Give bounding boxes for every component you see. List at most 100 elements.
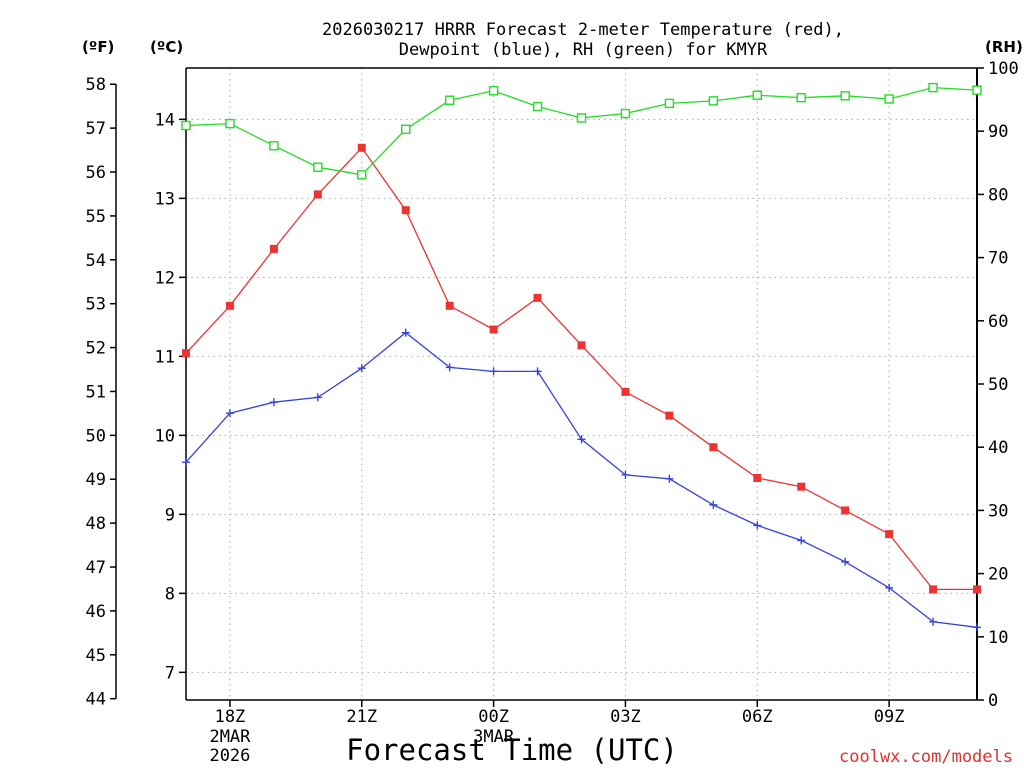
temperature-point (313, 190, 322, 199)
x-tick-label: 09Z (874, 707, 905, 727)
fahrenheit-tick-label: 46 (86, 602, 106, 622)
rh-tick-label: 0 (988, 691, 998, 711)
rh-point (972, 85, 982, 95)
temperature-point (401, 206, 410, 215)
rh-tick-label: 50 (988, 375, 1008, 395)
rh-point (357, 170, 367, 180)
rh-point (708, 96, 719, 106)
celsius-tick-label: 10 (155, 426, 175, 446)
rh-tick-label: 10 (988, 628, 1008, 648)
celsius-tick-label: 11 (155, 347, 175, 367)
rh-point (401, 124, 411, 135)
fahrenheit-axis-header: (ºF) (82, 38, 114, 56)
rh-point (181, 120, 191, 131)
fahrenheit-tick-label: 50 (86, 426, 106, 446)
x-tick-date-label: 2MAR (209, 727, 251, 747)
rh-tick-label: 80 (988, 185, 1008, 205)
temperature-point (225, 301, 234, 310)
celsius-tick-label: 12 (155, 268, 175, 288)
fahrenheit-tick-label: 54 (86, 251, 106, 271)
temperature-point (753, 474, 762, 483)
rh-point (269, 141, 279, 151)
rh-point (752, 90, 762, 100)
temperature-point (797, 482, 806, 491)
dewpoint-point (357, 364, 366, 373)
temperature-point (269, 244, 278, 253)
fahrenheit-tick-label: 49 (86, 470, 106, 490)
fahrenheit-tick-label: 57 (86, 119, 106, 139)
rh-tick-label: 60 (988, 312, 1008, 332)
rh-tick-label: 90 (988, 122, 1008, 142)
fahrenheit-tick-label: 47 (86, 558, 106, 578)
dewpoint-point (929, 617, 938, 626)
x-tick-date-label: 2026 (209, 746, 250, 766)
x-tick-label: 06Z (742, 707, 773, 727)
celsius-tick-label: 13 (155, 189, 175, 209)
rh-point (488, 86, 499, 96)
dewpoint-point (182, 458, 190, 467)
temperature-point (357, 143, 366, 152)
x-tick-label: 18Z (215, 707, 246, 727)
celsius-axis-header: (ºC) (150, 38, 183, 56)
rh-point (664, 98, 675, 109)
x-tick-label: 03Z (610, 707, 641, 727)
fahrenheit-tick-label: 52 (86, 339, 106, 359)
rh-point (313, 162, 323, 172)
dewpoint-point (665, 474, 674, 483)
rh-point (796, 93, 806, 103)
x-tick-label: 21Z (346, 707, 377, 727)
rh-tick-label: 30 (988, 501, 1008, 521)
celsius-tick-label: 14 (155, 110, 175, 130)
dewpoint-point (709, 500, 718, 509)
dewpoint-point (445, 363, 454, 372)
dewpoint-point (841, 557, 850, 566)
rh-point (444, 95, 455, 105)
dewpoint-point (973, 623, 981, 632)
fahrenheit-tick-label: 48 (86, 514, 106, 534)
dewpoint-point (885, 583, 894, 592)
dewpoint-point (269, 398, 278, 407)
rh-point (928, 82, 938, 93)
fahrenheit-tick-label: 58 (86, 75, 106, 95)
fahrenheit-tick-label: 55 (86, 207, 106, 227)
temperature-point (621, 387, 630, 396)
dewpoint-point (401, 328, 410, 337)
dewpoint-point (753, 521, 762, 530)
rh-tick-label: 40 (988, 438, 1008, 458)
temperature-point (885, 530, 894, 539)
rh-tick-label: 20 (988, 565, 1008, 585)
rh-point (840, 91, 850, 101)
dewpoint-series-line (185, 331, 978, 628)
chart-title-line-1: 2026030217 HRRR Forecast 2-meter Tempera… (322, 20, 844, 40)
rh-tick-label: 100 (988, 59, 1019, 79)
dewpoint-point (577, 435, 586, 444)
rh-series-line (185, 86, 978, 176)
dewpoint-point (797, 536, 806, 545)
rh-axis-header: (RH) (985, 38, 1023, 56)
chart-title-line-2: Dewpoint (blue), RH (green) for KMYR (399, 40, 768, 60)
rh-tick-label: 70 (988, 249, 1008, 269)
credit-text: coolwx.com/models (839, 747, 1013, 767)
temperature-point (445, 301, 454, 310)
fahrenheit-tick-label: 53 (86, 295, 106, 315)
x-tick-date-label: 3MAR (473, 727, 515, 747)
fahrenheit-tick-label: 56 (86, 163, 106, 183)
dewpoint-point (621, 470, 630, 479)
celsius-tick-label: 7 (165, 663, 175, 683)
temperature-point (929, 585, 938, 594)
temperature-point (533, 293, 542, 302)
x-tick-label: 00Z (478, 707, 509, 727)
dewpoint-point (313, 393, 322, 402)
celsius-tick-label: 9 (165, 505, 175, 525)
temperature-point (182, 349, 190, 358)
temperature-point (489, 325, 498, 334)
rh-point (532, 101, 543, 112)
fahrenheit-tick-label: 51 (86, 382, 106, 402)
rh-point (884, 94, 894, 104)
celsius-tick-label: 8 (165, 584, 175, 604)
temperature-point (665, 411, 674, 420)
fahrenheit-tick-label: 44 (86, 690, 106, 710)
fahrenheit-tick-label: 45 (86, 646, 106, 666)
temperature-point (577, 341, 586, 350)
